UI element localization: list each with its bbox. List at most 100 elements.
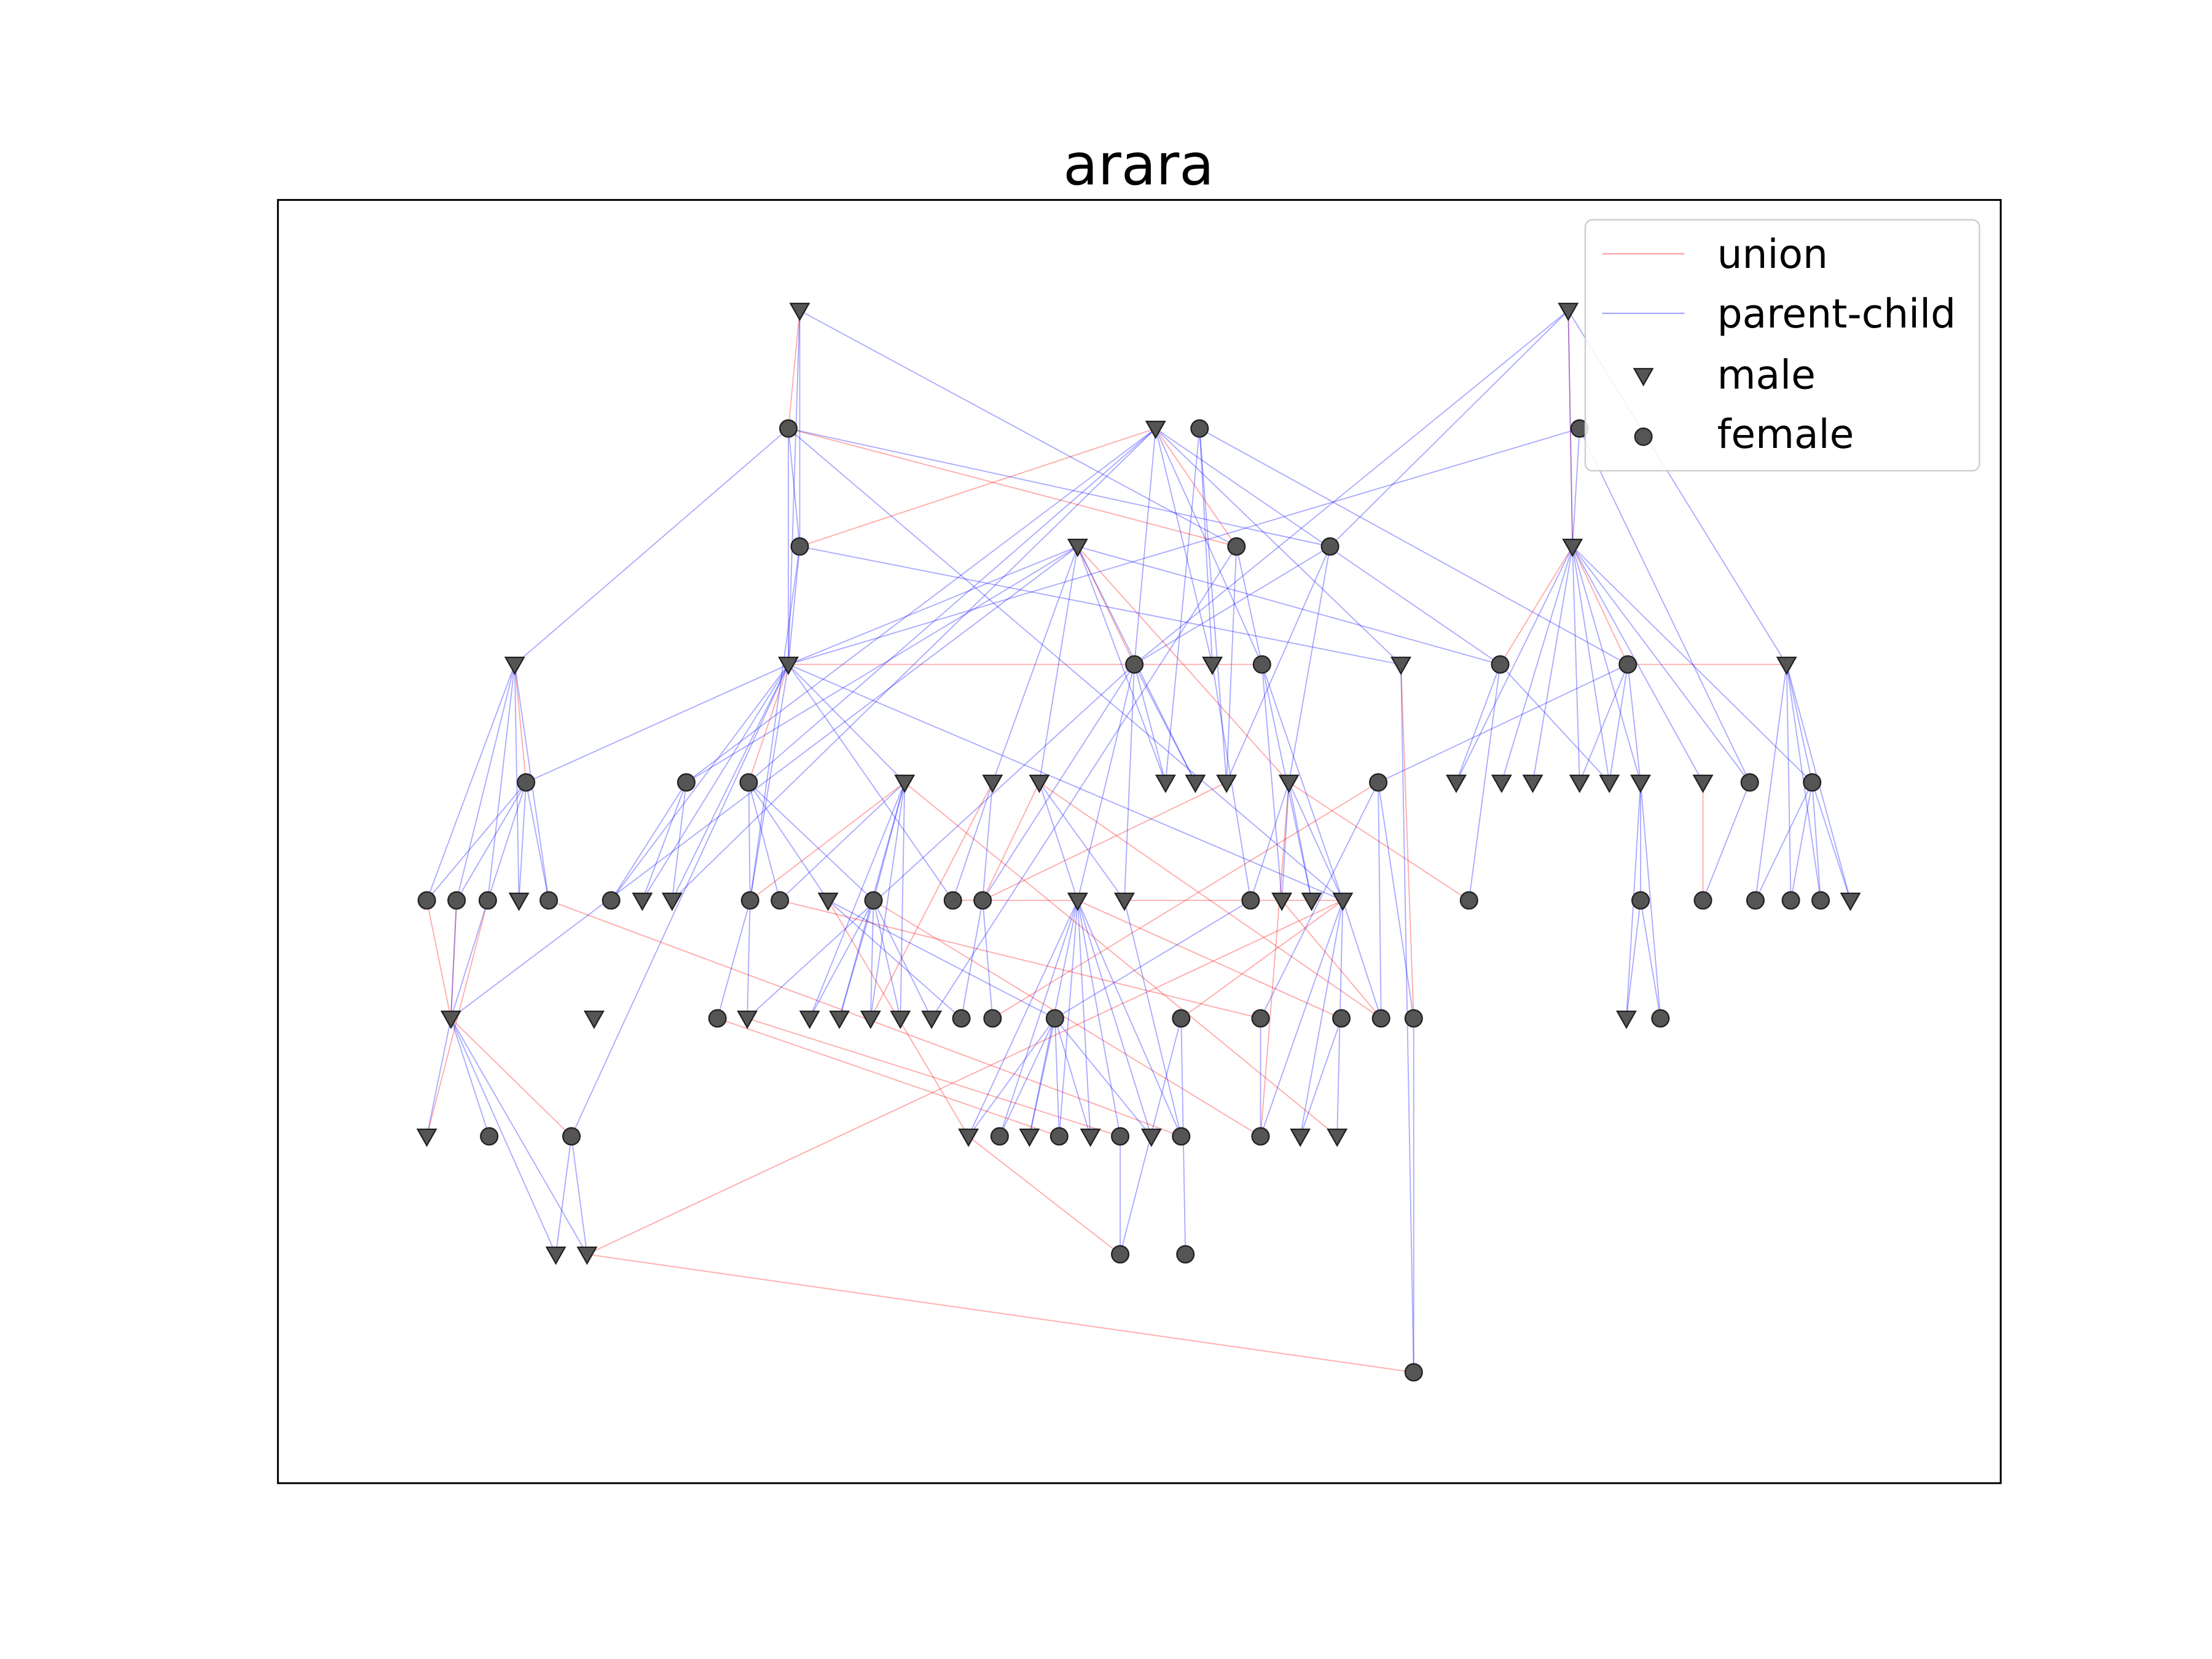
parent-child-edge: [1134, 428, 1156, 665]
female-node: [1125, 655, 1144, 674]
male-node: [1019, 1128, 1040, 1147]
parent-child-edge: [748, 782, 751, 901]
parent-child-edge: [571, 664, 789, 1137]
parent-child-edge: [870, 782, 906, 1019]
male-node: [1558, 302, 1579, 321]
male-node: [1155, 774, 1176, 793]
union-edge: [904, 782, 1338, 1137]
female-node: [1190, 419, 1209, 438]
legend-female-marker-icon: [1634, 427, 1653, 446]
parent-child-edge: [1579, 664, 1629, 783]
male-node: [1776, 656, 1797, 675]
parent-child-edge: [1300, 1018, 1342, 1137]
male-node: [1562, 538, 1583, 557]
parent-child-edge: [799, 546, 1402, 665]
union-edge: [450, 900, 457, 1019]
male-node: [1630, 774, 1651, 793]
parent-child-edge: [1790, 782, 1813, 901]
female-node: [480, 1127, 499, 1146]
parent-child-edge: [788, 310, 801, 665]
female-node: [602, 891, 621, 910]
parent-child-edge: [1456, 664, 1501, 783]
male-node: [1216, 774, 1237, 793]
female-node: [1241, 891, 1260, 910]
union-edge: [992, 782, 1379, 1019]
male-node: [1327, 1128, 1348, 1147]
parent-child-edge: [960, 900, 984, 1019]
parent-child-edge: [747, 664, 1135, 1019]
parent-child-edge: [1786, 664, 1813, 783]
parent-child-edge: [450, 900, 457, 1019]
male-node: [1145, 420, 1166, 439]
parent-child-edge: [982, 900, 994, 1019]
union-edge: [788, 428, 1237, 547]
male-node: [799, 1010, 820, 1029]
parent-child-edge: [779, 782, 905, 901]
female-node: [990, 1127, 1009, 1146]
parent-child-edge: [456, 664, 516, 901]
union-edge: [450, 1018, 572, 1137]
parent-child-edge: [1077, 900, 1182, 1137]
union-edge: [1499, 546, 1574, 665]
male-node: [778, 656, 799, 675]
parent-child-edge: [1456, 546, 1574, 783]
female-node: [1111, 1245, 1130, 1264]
union-edge: [1039, 782, 1382, 1019]
parent-child-edge: [748, 782, 874, 901]
union-edge: [426, 900, 488, 1137]
union-edge: [587, 1253, 1414, 1373]
parent-child-edge: [788, 546, 801, 665]
male-node: [1067, 892, 1088, 911]
female-node: [1404, 1009, 1423, 1028]
female-node: [1172, 1127, 1191, 1146]
parent-child-edge: [1579, 428, 1751, 783]
parent-child-edge: [487, 664, 516, 901]
female-node: [1740, 773, 1759, 792]
union-edge: [717, 1018, 1060, 1137]
parent-child-edge: [1077, 664, 1135, 901]
parent-child-edge: [1236, 546, 1263, 665]
union-edge: [1281, 900, 1382, 1019]
female-node: [562, 1127, 581, 1146]
female-node: [864, 891, 883, 910]
parent-child-edge: [610, 664, 789, 901]
parent-child-edge: [1199, 428, 1628, 665]
union-edge: [873, 900, 1261, 1137]
parent-child-edge: [1124, 664, 1135, 901]
female-node: [677, 773, 696, 792]
male-node: [1202, 656, 1223, 675]
parent-child-edge: [1288, 782, 1344, 901]
female-node: [740, 891, 759, 910]
male-node: [817, 892, 839, 911]
parent-child-edge: [1468, 664, 1501, 901]
parent-child-edge: [1572, 428, 1580, 547]
male-node: [1522, 774, 1543, 793]
union-edge: [514, 664, 527, 783]
male-node: [982, 774, 1003, 793]
union-edge: [750, 782, 905, 901]
male-node: [1114, 892, 1135, 911]
female-node: [1371, 1009, 1390, 1028]
parent-child-edge: [1077, 900, 1152, 1137]
female-node: [708, 1009, 727, 1028]
parent-child-edge: [1755, 782, 1813, 901]
parent-child-edge: [1058, 900, 1078, 1137]
parent-child-edge: [1811, 782, 1821, 901]
parent-child-edge: [1626, 900, 1641, 1019]
parent-child-edge: [747, 900, 751, 1019]
parent-child-edge: [1038, 782, 1125, 901]
parent-child-edge: [555, 1136, 572, 1255]
parent-child-edge: [426, 782, 527, 901]
parent-child-edge: [968, 900, 1078, 1137]
parent-child-edge: [487, 782, 527, 901]
female-node: [1252, 655, 1271, 674]
union-edge: [586, 900, 1343, 1255]
male-node: [1692, 774, 1714, 793]
female-node: [1176, 1245, 1195, 1264]
parent-child-edge: [999, 1018, 1056, 1137]
parent-child-edge: [839, 900, 874, 1019]
parent-child-edge: [748, 782, 781, 901]
parent-child-edge: [1378, 664, 1628, 783]
male-node: [1029, 774, 1050, 793]
legend-female-label: female: [1717, 412, 1854, 458]
